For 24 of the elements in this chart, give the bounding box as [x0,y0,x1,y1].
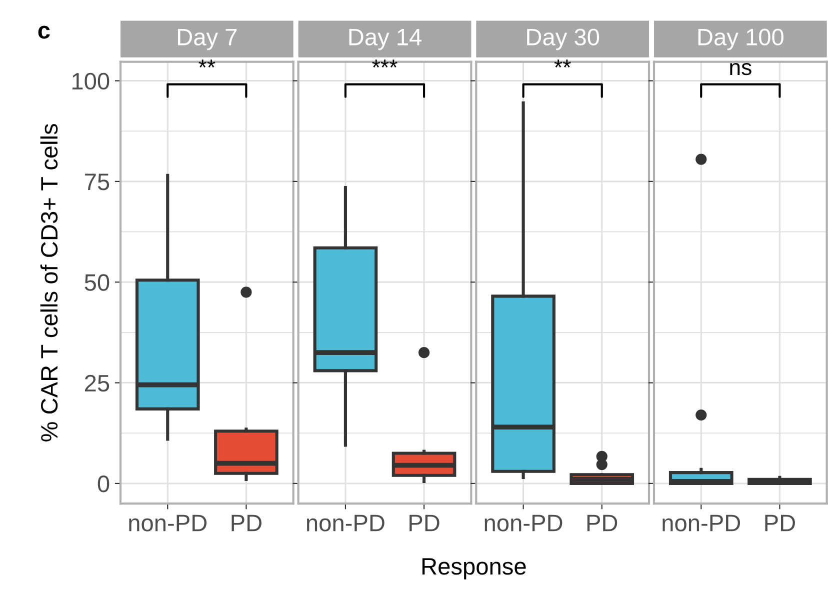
annotation: ns [730,62,752,76]
y-tick-label: 25 [85,374,110,392]
chart-title: Day 100 [698,28,784,50]
text: c [38,26,50,39]
chart-title: Day 30 [527,28,600,50]
x-tick-label: non-PD [129,514,207,532]
x-axis-title: Response [422,558,526,580]
chart-title: Day 14 [349,28,422,50]
x-tick-label: PD [410,514,440,532]
x-tick-label: PD [765,514,795,532]
y-axis-title: % CAR T cells of CD3+ T cells [40,124,58,442]
x-tick-label: non-PD [662,514,740,532]
y-tick-label: 75 [85,174,110,190]
chart-title: Day 7 [178,28,237,50]
x-tick-label: non-PD [307,514,384,532]
annotation: ** [554,60,571,68]
y-tick-label: 100 [72,72,110,90]
y-tick-label: 50 [84,274,110,291]
annotation: *** [372,60,398,68]
annotation: ** [198,60,216,68]
x-tick-label: PD [232,514,262,532]
x-tick-label: non-PD [484,514,562,532]
x-tick-label: PD [587,514,618,532]
y-tick-label: 0 [98,476,110,492]
